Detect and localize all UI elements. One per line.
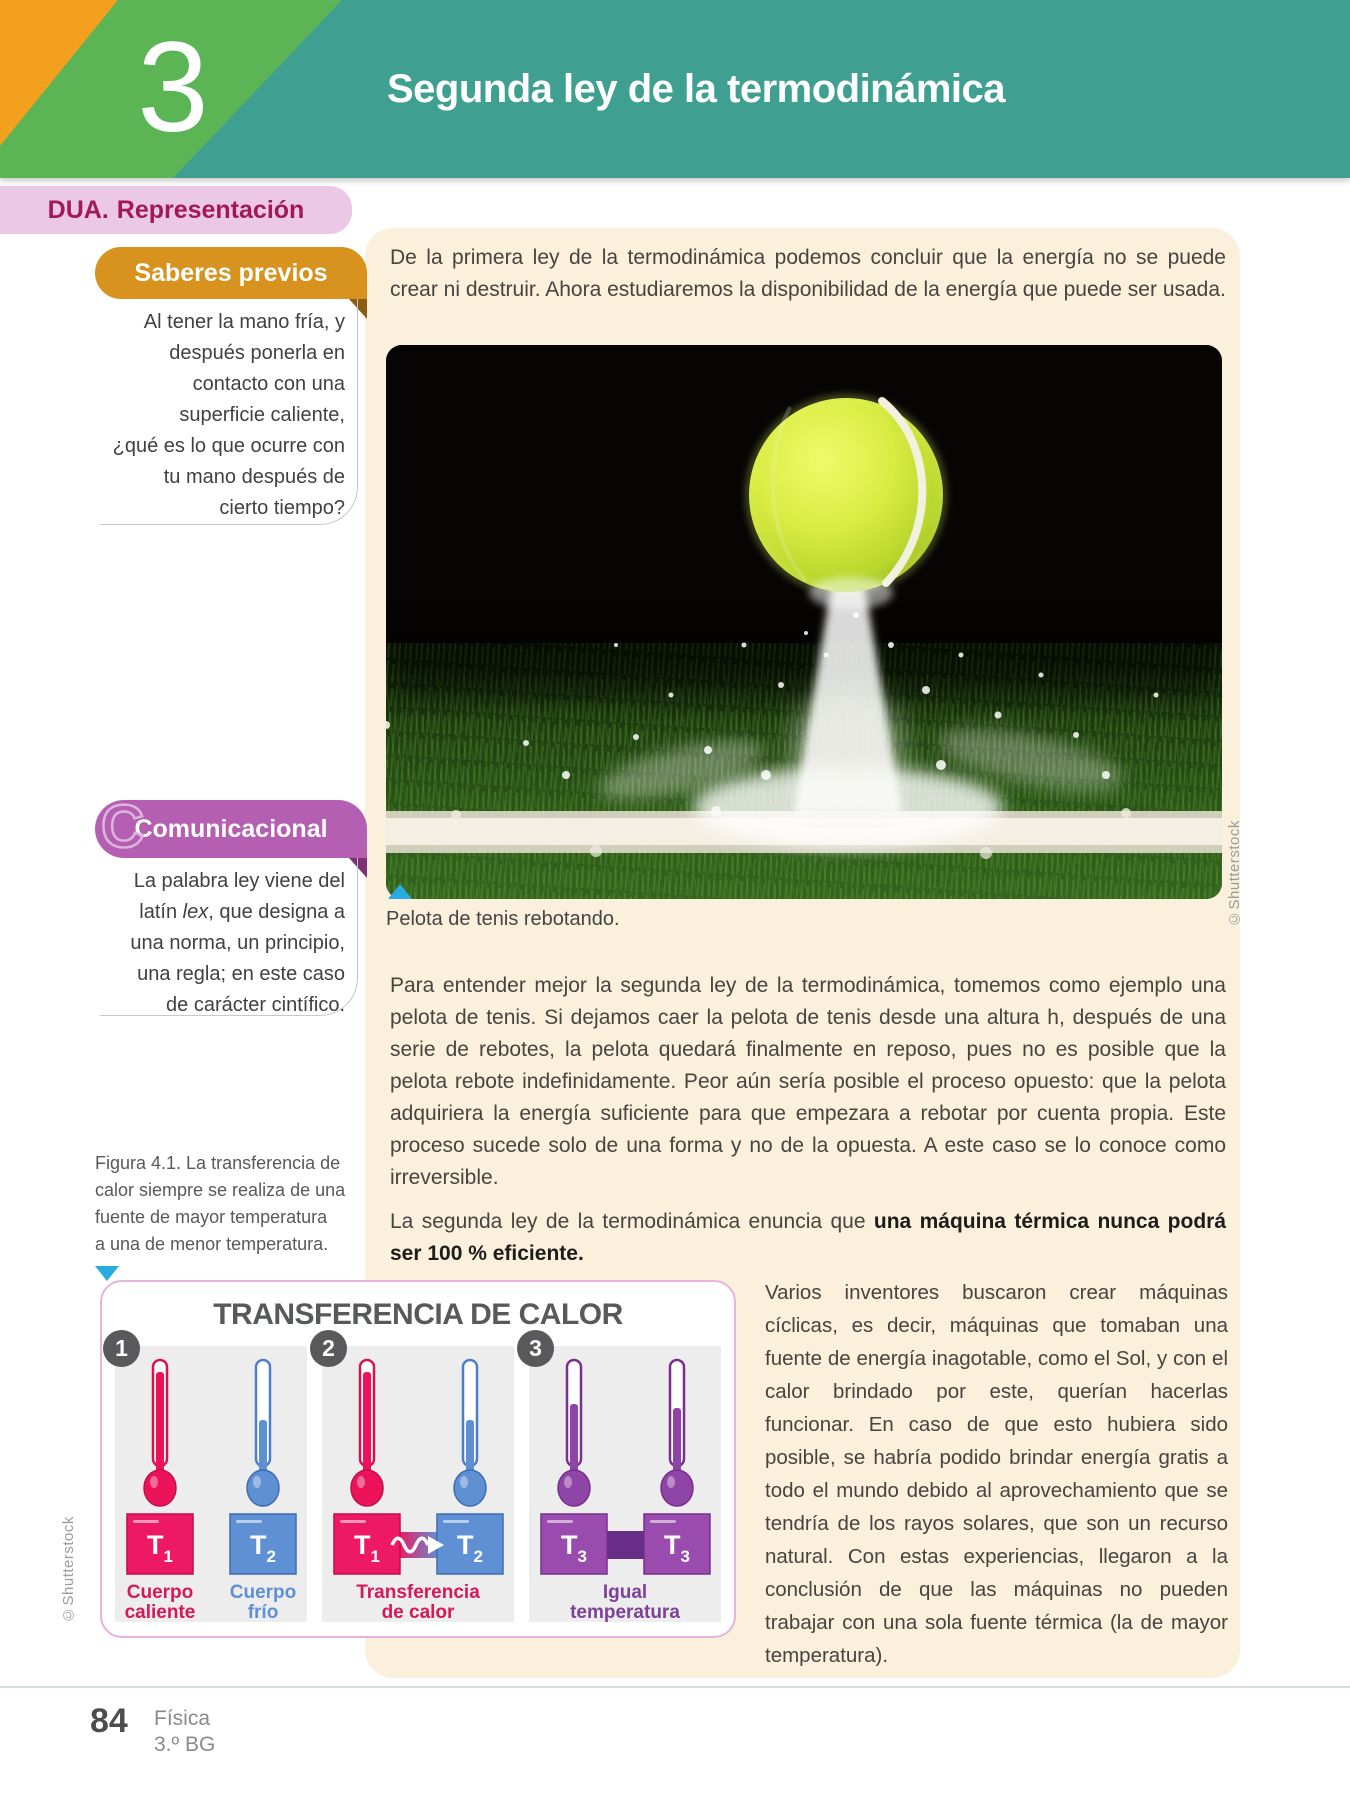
chapter-header: Segunda ley de la termodinámica 3 [0, 0, 1350, 178]
thermometer-hot-icon [143, 1358, 177, 1507]
svg-text:T1: T1 [147, 1530, 173, 1566]
panel-3-illustration: T3 T3 Igual temperatura [529, 1346, 721, 1623]
dua-band: DUA. Representación [0, 186, 352, 234]
saberes-previos-title: Saberes previos [134, 258, 328, 287]
equal-box-right: T3 [643, 1513, 711, 1575]
diagram-panel-2: T1 T2 Transferencia de calor [322, 1346, 514, 1623]
unit-number: 3 [137, 16, 209, 159]
page-number: 84 [90, 1702, 128, 1740]
diagram-title: TRANSFERENCIA DE CALOR [213, 1298, 623, 1331]
cold-body-box: T2 [436, 1513, 504, 1575]
law-statement-paragraph: La segunda ley de la termodinámica enunc… [390, 1206, 1226, 1270]
panel-1-number-badge: 1 [103, 1330, 140, 1367]
caption-marker-up-icon [388, 884, 412, 899]
intro-paragraph: De la primera ley de la termodinámica po… [390, 246, 1226, 301]
diagram-panel-3: T3 T3 Igual temperatura [529, 1346, 721, 1623]
svg-text:T3: T3 [561, 1530, 587, 1566]
caption-marker-down-icon [95, 1266, 119, 1281]
thermometer-equal-left-icon [557, 1358, 591, 1507]
footer-divider [0, 1686, 1350, 1688]
heat-transfer-diagram: TRANSFERENCIA DE CALOR [100, 1280, 736, 1638]
inventors-paragraph: Varios inventores buscaron crear máquina… [765, 1281, 1228, 1667]
law-statement-normal: La segunda ley de la termodinámica enunc… [390, 1210, 874, 1233]
diagram-panel-1: T1 T2 Cuerpo caliente Cuerpo frío [115, 1346, 307, 1623]
panel-2-number-badge: 2 [310, 1330, 347, 1367]
footer-subject: Física 3.º BG [154, 1706, 215, 1758]
equal-box-left: T3 [540, 1513, 608, 1575]
figure-4-1-caption: Figura 4.1. La transferencia de calor sie… [95, 1153, 346, 1254]
svg-text:Igual: Igual [603, 1582, 647, 1603]
hot-body-box: T1 [126, 1513, 194, 1575]
thermometer-cold-icon [453, 1358, 487, 1507]
svg-text:caliente: caliente [125, 1602, 196, 1622]
dua-label: DUA. [47, 195, 109, 224]
svg-text:T1: T1 [354, 1530, 380, 1566]
heat-flow-wave-arrow-icon [390, 1536, 430, 1554]
comunicacional-tab: C Comunicacional [95, 792, 367, 861]
panel-2-illustration: T1 T2 Transferencia de calor [322, 1346, 514, 1623]
svg-text:Transferencia: Transferencia [356, 1582, 480, 1603]
comunicacional-text: La palabra ley viene del latín lex, que d… [100, 858, 358, 1016]
saberes-previos-tab: Saberes previos [95, 247, 367, 299]
footer-subject-name: Física [154, 1707, 211, 1730]
svg-text:Cuerpo: Cuerpo [230, 1582, 297, 1603]
svg-text:temperatura: temperatura [570, 1602, 680, 1622]
cold-body-box: T2 [229, 1513, 297, 1575]
svg-text:Cuerpo: Cuerpo [127, 1582, 194, 1603]
photo-caption: Pelota de tenis rebotando. [386, 908, 620, 930]
svg-text:de calor: de calor [382, 1602, 455, 1622]
dua-sublabel: Representación [116, 195, 305, 224]
tennis-ball-photo [386, 345, 1222, 899]
photo-credit: ©Shutterstock [1226, 820, 1243, 927]
panel-1-illustration: T1 T2 Cuerpo caliente Cuerpo frío [115, 1346, 307, 1623]
svg-text:T2: T2 [457, 1530, 483, 1566]
panel-3-number-badge: 3 [517, 1330, 554, 1367]
saberes-previos-text: Al tener la mano fría, y después ponerla … [100, 299, 358, 525]
law-statement-bold: una máquina térmica nunca podrá ser 100 … [390, 1210, 1226, 1265]
tennis-ball-illustration [386, 345, 1222, 899]
comunicacional-title: Comunicacional [134, 814, 328, 843]
equal-temperature-bar [601, 1531, 649, 1559]
body-paragraph: Para entender mejor la segunda ley de la… [390, 974, 1226, 1189]
svg-text:T2: T2 [250, 1530, 276, 1566]
svg-text:T3: T3 [664, 1530, 690, 1566]
comunicacional-c-icon: C [100, 792, 146, 861]
hot-body-box: T1 [333, 1513, 401, 1575]
footer-grade: 3.º BG [154, 1733, 216, 1756]
diagram-credit: ©Shutterstock [60, 1516, 77, 1623]
thermometer-equal-right-icon [660, 1358, 694, 1507]
tennis-ball [749, 398, 943, 592]
thermometer-cold-icon [246, 1358, 280, 1507]
svg-text:frío: frío [248, 1602, 279, 1622]
thermometer-hot-icon [350, 1358, 384, 1507]
page-title: Segunda ley de la termodinámica [387, 66, 1006, 111]
